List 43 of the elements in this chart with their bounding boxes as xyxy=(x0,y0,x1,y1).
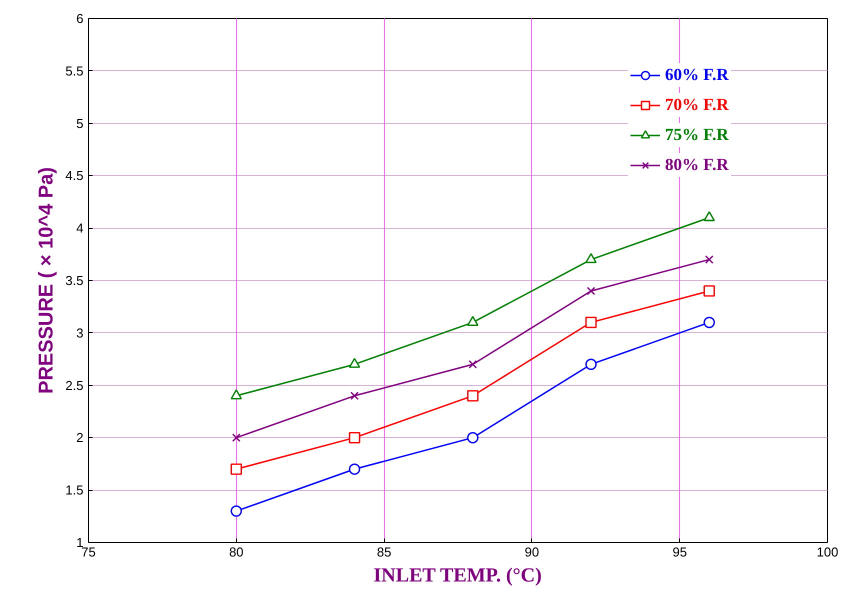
legend-label: 80% F.R xyxy=(665,155,729,175)
y-tick-label: 6 xyxy=(76,11,84,26)
y-tick-label: 2 xyxy=(76,430,84,446)
y-tick-label: 4.5 xyxy=(65,168,84,184)
y-tick-label: 5.5 xyxy=(65,63,84,78)
point xyxy=(705,255,714,264)
y-tick-label: 1.5 xyxy=(65,482,84,498)
point xyxy=(467,390,478,402)
point xyxy=(230,463,242,475)
x-tick-label: 100 xyxy=(816,544,838,560)
point xyxy=(467,316,478,326)
point xyxy=(348,463,360,475)
x-tick-label: 85 xyxy=(376,544,392,560)
point xyxy=(467,432,478,444)
point xyxy=(585,253,597,264)
legend-label: 70% F.R xyxy=(665,95,729,115)
point xyxy=(230,389,242,400)
point xyxy=(468,360,478,369)
point xyxy=(585,358,597,370)
y-tick-label: 4 xyxy=(76,220,84,236)
point xyxy=(232,433,241,442)
point xyxy=(230,505,242,517)
point xyxy=(704,211,715,222)
point xyxy=(348,432,360,444)
x-axis-title: INLET TEMP. (°C) xyxy=(374,564,542,586)
x-tick-label: 95 xyxy=(672,544,687,560)
x-tick-label: 90 xyxy=(524,544,540,560)
x-tick-label: 75 xyxy=(81,544,96,560)
legend-label: 60% F.R xyxy=(665,65,729,85)
y-tick-label: 3.5 xyxy=(65,273,84,288)
y-axis-title: PRESSURE ( × 10^4 Pa) xyxy=(35,167,58,394)
point xyxy=(586,286,596,296)
point xyxy=(348,358,360,368)
point xyxy=(350,392,359,400)
point xyxy=(704,285,715,297)
y-tick-label: 3 xyxy=(76,325,84,340)
y-tick-label: 1 xyxy=(76,535,84,550)
legend-label: 75% F.R xyxy=(665,125,729,145)
y-tick-label: 5 xyxy=(76,116,84,131)
point xyxy=(704,316,715,328)
y-tick-label: 2.5 xyxy=(65,378,84,393)
x-tick-label: 80 xyxy=(229,544,244,560)
point xyxy=(585,316,597,328)
